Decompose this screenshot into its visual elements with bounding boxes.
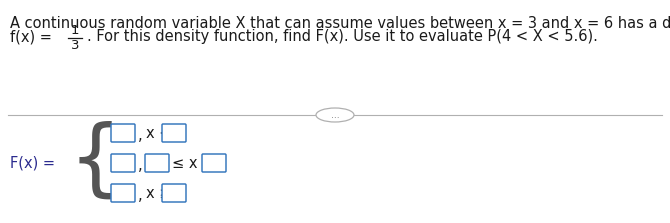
Text: 1: 1 (71, 24, 79, 37)
Text: F(x) =: F(x) = (10, 155, 60, 171)
Text: x ≥: x ≥ (146, 186, 172, 200)
Text: ,: , (138, 157, 143, 173)
Text: ≤ x <: ≤ x < (172, 155, 214, 171)
Text: . For this density function, find F(x). Use it to evaluate P(4 < X < 5.6).: . For this density function, find F(x). … (87, 29, 598, 44)
Text: A continuous random variable X that can assume values between x = 3 and x = 6 ha: A continuous random variable X that can … (10, 16, 670, 31)
Text: 3: 3 (71, 39, 79, 52)
FancyBboxPatch shape (162, 184, 186, 202)
Ellipse shape (316, 108, 354, 122)
Text: ...: ... (331, 111, 339, 120)
FancyBboxPatch shape (111, 154, 135, 172)
FancyBboxPatch shape (202, 154, 226, 172)
Text: ,: , (138, 188, 143, 202)
Text: {: { (68, 120, 121, 202)
Text: x <: x < (146, 126, 172, 140)
FancyBboxPatch shape (111, 184, 135, 202)
FancyBboxPatch shape (111, 124, 135, 142)
FancyBboxPatch shape (162, 124, 186, 142)
Text: f(x) =: f(x) = (10, 29, 52, 44)
FancyBboxPatch shape (145, 154, 169, 172)
Text: ,: , (138, 128, 143, 142)
